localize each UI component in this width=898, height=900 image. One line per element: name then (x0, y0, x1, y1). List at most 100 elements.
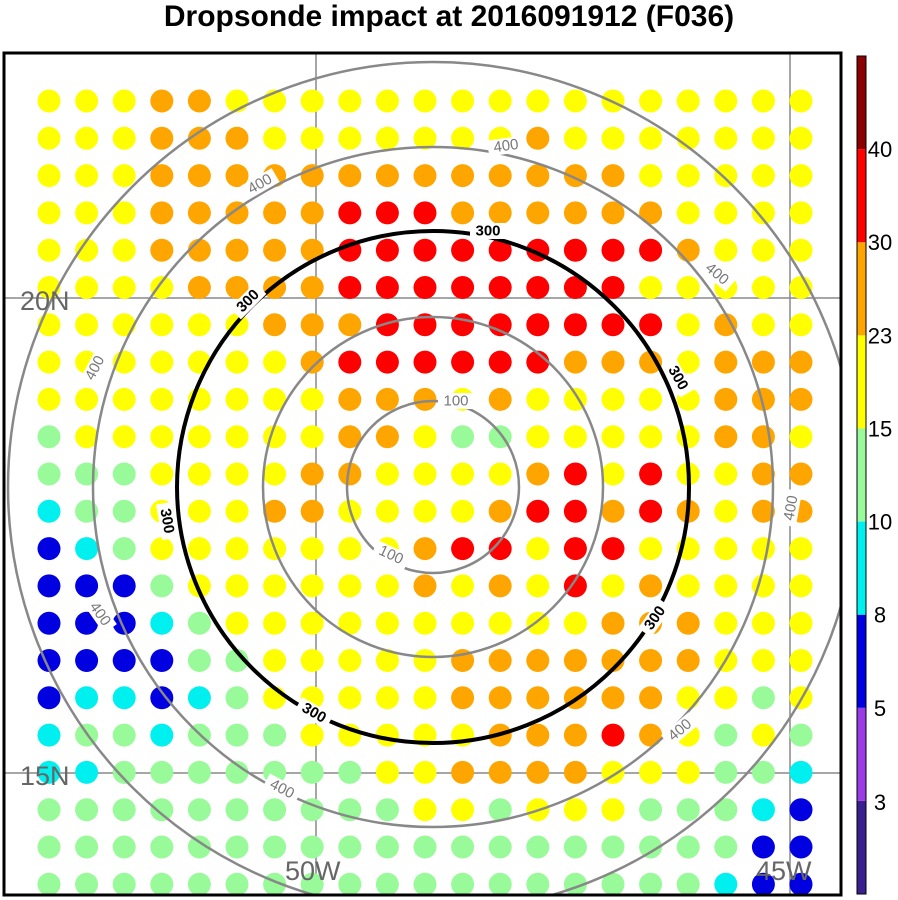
impact-dot (451, 835, 475, 859)
impact-dot (488, 350, 512, 374)
impact-dot (37, 462, 61, 486)
impact-dot (714, 760, 738, 784)
impact-dot (488, 611, 512, 635)
impact-dot (563, 276, 587, 299)
impact-dot (413, 425, 437, 449)
impact-dot (225, 462, 249, 486)
impact-dot (187, 89, 211, 113)
impact-dot (526, 462, 550, 486)
impact-dot (789, 723, 813, 747)
impact-dot (37, 350, 61, 374)
impact-dot (451, 462, 475, 486)
impact-dot (37, 872, 61, 895)
impact-dot (375, 387, 399, 411)
impact-dot (601, 238, 625, 262)
impact-dot (676, 425, 700, 449)
impact-dot (37, 798, 61, 822)
impact-dot (751, 276, 775, 299)
impact-dot (413, 499, 437, 523)
impact-dot (563, 126, 587, 150)
colorbar-segment (857, 614, 866, 708)
colorbar-label: 10 (868, 510, 892, 535)
colorbar-segment (857, 56, 866, 150)
impact-dot (639, 89, 663, 113)
impact-dot (263, 387, 287, 411)
impact-dot (526, 686, 550, 710)
impact-dot (112, 686, 136, 710)
colorbar-segment (857, 800, 866, 894)
impact-dot (338, 126, 362, 150)
impact-dot (263, 649, 287, 672)
impact-dot (225, 276, 249, 299)
impact-dot (601, 537, 625, 561)
impact-dot (37, 760, 61, 784)
impact-dot (375, 686, 399, 710)
impact-dot (338, 574, 362, 598)
impact-dot (225, 723, 249, 747)
impact-dot (263, 574, 287, 598)
impact-dot (526, 387, 550, 411)
impact-dot (375, 126, 399, 150)
impact-dot (150, 276, 174, 299)
impact-dot (225, 238, 249, 262)
impact-dot (413, 350, 437, 374)
impact-dot (789, 798, 813, 822)
impact-dot (563, 425, 587, 449)
impact-dot (601, 798, 625, 822)
lat-label-20n: 20N (20, 286, 70, 316)
impact-dot (751, 835, 775, 859)
impact-dot (112, 89, 136, 113)
impact-dot (639, 387, 663, 411)
impact-dot (413, 126, 437, 150)
impact-dot (187, 313, 211, 337)
impact-dot (676, 238, 700, 262)
impact-dot (526, 313, 550, 337)
impact-dot (714, 126, 738, 150)
impact-dot (375, 798, 399, 822)
impact-dot (187, 649, 211, 672)
impact-dot (601, 126, 625, 150)
impact-dot (563, 499, 587, 523)
impact-dot (75, 611, 99, 635)
colorbar-label: 3 (874, 790, 886, 815)
impact-dot (338, 611, 362, 635)
impact-dot (300, 872, 324, 895)
impact-dot (751, 238, 775, 262)
impact-dot (413, 835, 437, 859)
impact-dot (714, 798, 738, 822)
impact-dot (789, 387, 813, 411)
impact-dot (714, 89, 738, 113)
impact-dot (451, 126, 475, 150)
impact-dot (451, 425, 475, 449)
impact-dot (751, 350, 775, 374)
impact-dot (413, 872, 437, 895)
impact-dot (75, 798, 99, 822)
impact-dot (263, 462, 287, 486)
impact-dot (413, 201, 437, 225)
impact-dot (225, 201, 249, 225)
impact-dot (639, 537, 663, 561)
impact-dot (488, 387, 512, 411)
impact-dot (338, 760, 362, 784)
impact-dot (150, 574, 174, 598)
impact-dot (601, 723, 625, 747)
impact-dot (37, 425, 61, 449)
impact-dot (112, 872, 136, 895)
impact-dot (37, 238, 61, 262)
contour-label-400-top: 400 (492, 136, 519, 156)
impact-dot (300, 760, 324, 784)
impact-dot (714, 387, 738, 411)
impact-dot (338, 649, 362, 672)
impact-dot (789, 537, 813, 561)
impact-dot (488, 649, 512, 672)
impact-dot (714, 686, 738, 710)
impact-dot (413, 611, 437, 635)
impact-dot (526, 649, 550, 672)
impact-dot (263, 201, 287, 225)
impact-dot (714, 201, 738, 225)
impact-dot (451, 760, 475, 784)
impact-dot (112, 201, 136, 225)
impact-dot (639, 425, 663, 449)
impact-dot (375, 835, 399, 859)
